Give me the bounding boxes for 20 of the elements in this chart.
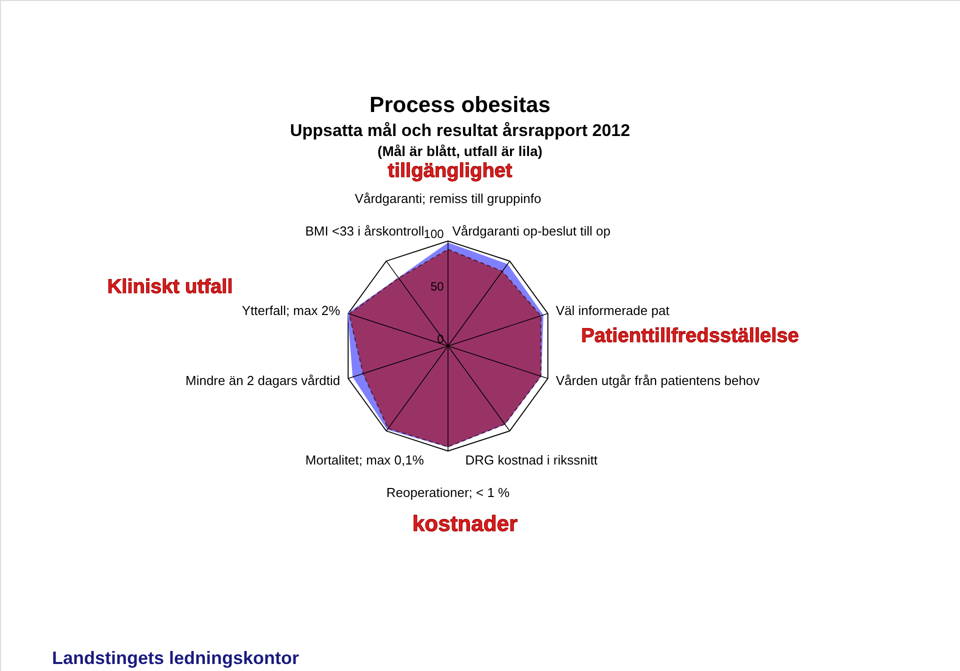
spoke-label: Reoperationer; < 1 % [386,485,510,500]
spoke-label: Väl informerade pat [556,302,670,318]
chart-subtitle: Uppsatta mål och resultat årsrapport 2012 [290,121,630,140]
spoke-label: Mortalitet; max 0,1% [305,452,424,468]
text: tillgänglighet [388,160,513,182]
text: (Mål är blått, utfall är lila) [378,143,542,159]
text: Patienttillfredsställelse [581,325,799,347]
y-tick-label: 100 [424,227,444,241]
spoke-label: Vårdgaranti; remiss till gruppinfo [354,191,542,206]
y-tick-label: 50 [430,280,444,294]
spoke-label: Ytterfall; max 2% [242,302,341,318]
spoke-label: Vården utgår från patientens behov [556,373,760,388]
chart-title: Process obesitas [370,92,550,117]
text: Landstingets ledningskontor [52,648,300,668]
spoke-label: Mindre än 2 dagars vårdtid [185,373,340,388]
text: Kliniskt utfall [107,276,233,298]
spoke-label: Vårdgaranti op-beslut till op [452,223,610,238]
text: kostnader [412,511,518,536]
spoke-label: BMI <33 i årskontroll [305,223,424,238]
spoke-label: DRG kostnad i rikssnitt [465,452,598,468]
